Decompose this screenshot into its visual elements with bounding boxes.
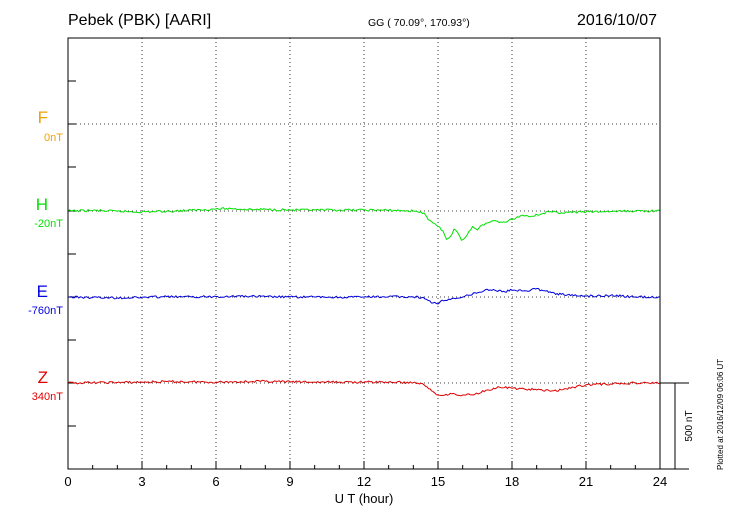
baseline-label-e: -760nT <box>28 305 63 317</box>
series-e-line <box>67 287 661 305</box>
component-label-e: E <box>36 282 48 301</box>
x-tick-label: 21 <box>579 474 593 489</box>
x-ticks: 0 3 6 9 12 15 18 21 24 <box>64 461 667 489</box>
grid <box>68 37 660 470</box>
date-label: 2016/10/07 <box>577 12 658 29</box>
x-tick-label: 24 <box>653 474 667 489</box>
scale-bar-label: 500 nT <box>684 410 695 441</box>
series-h-line <box>67 207 661 241</box>
series-z-line <box>67 379 661 397</box>
x-tick-label: 6 <box>212 474 219 489</box>
x-axis-label: U T (hour) <box>335 491 394 506</box>
station-title: Pebek (PBK) [AARI] <box>68 12 212 29</box>
component-label-z: Z <box>37 368 48 387</box>
x-tick-label: 15 <box>431 474 445 489</box>
baseline-label-z: 340nT <box>31 391 63 403</box>
x-tick-label: 12 <box>357 474 371 489</box>
baseline-label-f: 0nT <box>44 132 63 144</box>
traces <box>67 207 661 397</box>
x-tick-label: 18 <box>505 474 519 489</box>
x-tick-label: 3 <box>138 474 145 489</box>
x-tick-label: 9 <box>286 474 293 489</box>
coordinates-label: GG ( 70.09°, 170.93°) <box>368 17 470 29</box>
scale-bar: 500 nT <box>660 382 695 470</box>
baseline-label-h: -20nT <box>34 218 63 230</box>
x-tick-label: 0 <box>64 474 71 489</box>
component-label-h: H <box>35 195 48 214</box>
component-label-f: F <box>37 108 48 127</box>
